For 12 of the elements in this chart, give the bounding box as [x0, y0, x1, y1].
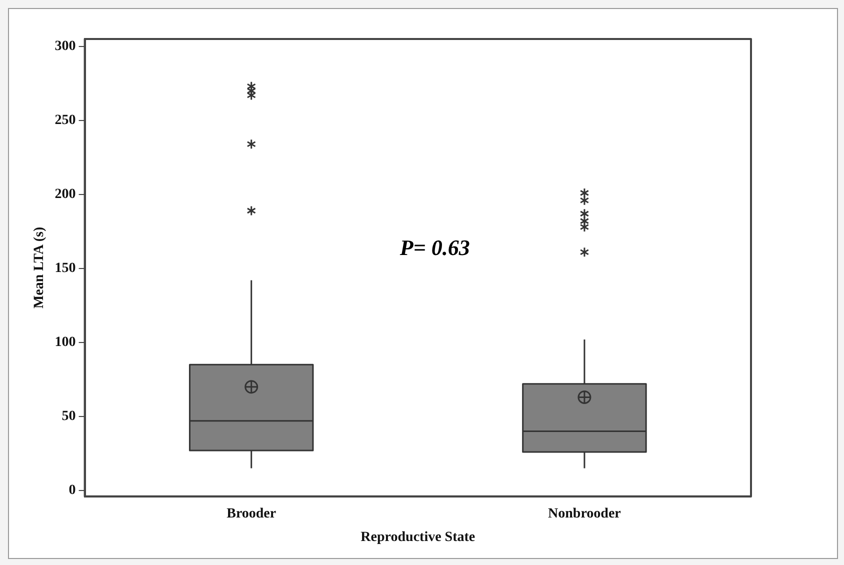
y-tick-label: 100: [54, 335, 76, 350]
y-tick-label: 300: [54, 39, 76, 54]
y-tick-label: 0: [68, 483, 76, 498]
x-tick-label: Nonbrooder: [548, 506, 621, 522]
annotation: P= 0.63: [398, 235, 470, 260]
x-axis-title: Reproductive State: [360, 530, 476, 546]
y-tick-label: 150: [54, 261, 76, 276]
y-axis-title: Mean LTA (s): [32, 226, 48, 309]
y-tick-label: 50: [62, 409, 76, 424]
x-tick-label: Brooder: [226, 506, 276, 522]
y-tick-label: 200: [54, 187, 76, 202]
y-tick-label: 250: [54, 113, 76, 128]
